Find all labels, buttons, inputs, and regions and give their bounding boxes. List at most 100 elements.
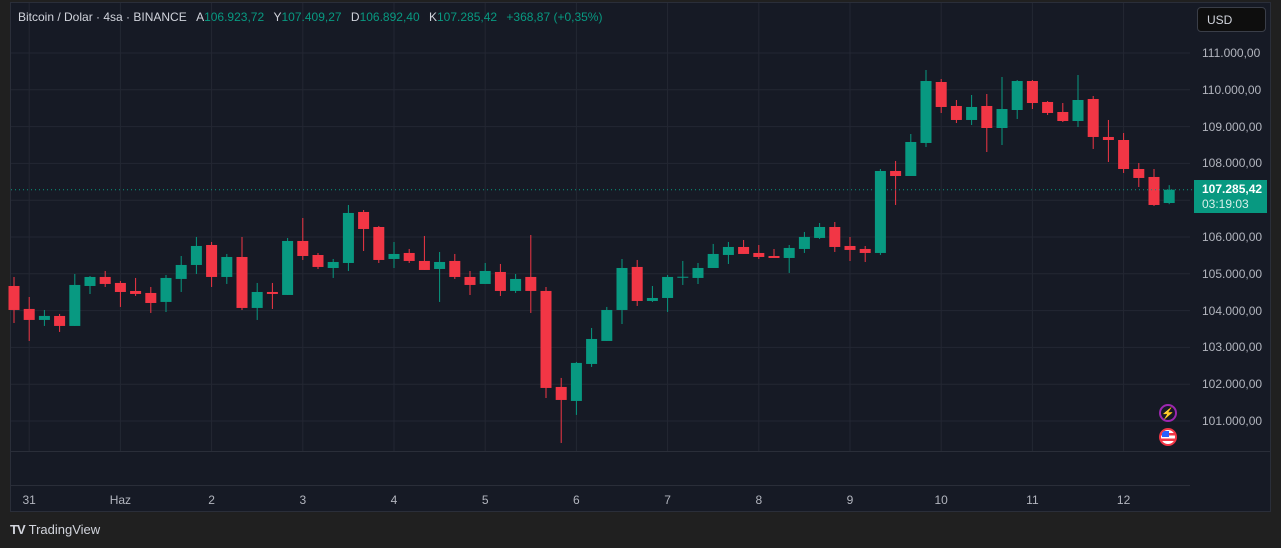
candle-body [434, 261, 446, 269]
open-label: A [196, 10, 205, 24]
candle-body [722, 246, 734, 255]
candle-body [1072, 99, 1084, 122]
current-price-label: 107.285,42 03:19:03 [1194, 180, 1267, 213]
candle-body [753, 252, 765, 257]
price-tick-label: 102.000,00 [1202, 377, 1263, 392]
candle-body [388, 253, 400, 259]
price-tick-label: 110.000,00 [1202, 82, 1262, 97]
candle-body [783, 247, 795, 258]
time-tick-label: 9 [846, 493, 854, 507]
candle-body [1057, 111, 1069, 122]
candle-body [418, 260, 430, 270]
candle-body [221, 256, 233, 277]
symbol-title[interactable]: Bitcoin / Dolar · 4sa · BINANCE [18, 10, 187, 24]
time-tick-label: 8 [755, 493, 763, 507]
candle-body [662, 276, 674, 298]
candle-body [601, 309, 613, 341]
change-value: +368,87 (+0,35%) [506, 10, 603, 24]
candle-body [327, 261, 339, 268]
candle-body [646, 297, 658, 301]
candle-body [859, 248, 871, 253]
currency-button[interactable]: USD [1197, 7, 1266, 32]
price-tick-label: 108.000,00 [1202, 156, 1263, 171]
candle-body [479, 270, 491, 284]
candle-body [920, 81, 932, 143]
candle-body [966, 106, 978, 120]
price-tick-label: 104.000,00 [1202, 303, 1263, 318]
candle-body [510, 278, 522, 291]
candle-body [464, 276, 476, 285]
candle-body [890, 170, 902, 176]
candle-body [1026, 81, 1038, 104]
time-tick-label: Haz [109, 493, 132, 507]
price-tick-label: 101.000,00 [1202, 414, 1263, 428]
candle-body [631, 266, 643, 301]
candle-body [130, 290, 142, 294]
candle-body [8, 285, 20, 310]
bar-countdown: 03:19:03 [1202, 197, 1249, 211]
candle-body [1042, 101, 1054, 113]
candle-body [768, 255, 780, 258]
candle-body [23, 308, 35, 320]
candle-body [586, 338, 598, 364]
candle-body [707, 253, 719, 268]
time-tick-label: 4 [390, 493, 398, 507]
time-tick-label: 10 [934, 493, 948, 507]
candle-body [1148, 176, 1160, 205]
close-label: K [428, 10, 437, 24]
low-label: D [350, 10, 360, 24]
candle-body [342, 212, 354, 263]
candle-body [190, 245, 202, 265]
candle-body [54, 315, 66, 326]
time-tick-label: 2 [208, 493, 215, 507]
candle-body [555, 386, 567, 400]
candle-body [540, 290, 552, 388]
price-tick-label: 109.000,00 [1202, 119, 1263, 134]
high-value: 107.409,27 [281, 10, 342, 24]
candle-body [935, 81, 947, 107]
lightning-icon[interactable]: ⚡ [1159, 404, 1177, 422]
ohlc-legend: Bitcoin / Dolar · 4sa · BINANCE A106.923… [18, 10, 602, 24]
low-value: 106.892,40 [359, 10, 420, 24]
candle-body [160, 277, 172, 302]
candle-body [175, 264, 187, 279]
candle-body [297, 240, 309, 256]
candle-body [114, 282, 126, 292]
time-tick-label: 5 [481, 493, 489, 507]
candle-body [814, 226, 826, 238]
candle-body [616, 267, 628, 310]
candle-body [798, 236, 810, 249]
candle-body [1102, 136, 1114, 140]
us-flag-icon[interactable] [1159, 428, 1177, 446]
price-tick-label: 103.000,00 [1202, 340, 1263, 355]
price-tick-label: 106.000,00 [1202, 230, 1263, 244]
close-value: 107.285,42 [437, 10, 498, 24]
candle-body [829, 226, 841, 247]
candle-body [905, 141, 917, 176]
candle-body [282, 240, 294, 295]
candle-body [570, 362, 582, 401]
chart-frame[interactable] [10, 2, 1271, 512]
candle-body [692, 267, 704, 278]
candle-body [312, 254, 324, 267]
time-tick-label: 12 [1116, 493, 1131, 507]
candle-body [844, 245, 856, 250]
high-label: Y [273, 10, 282, 24]
time-tick-label: 7 [664, 493, 671, 507]
candle-body [1163, 189, 1175, 204]
candle-body [358, 211, 370, 229]
price-tick-label: 111.000,00 [1202, 46, 1261, 60]
candle-body [494, 271, 506, 291]
candle-body [1011, 81, 1023, 111]
tradingview-logo[interactable]: TV TradingView [10, 522, 100, 537]
candle-body [38, 315, 50, 320]
tradingview-name: TradingView [28, 522, 101, 537]
candle-body [677, 276, 689, 278]
candle-body [981, 105, 993, 128]
time-tick-label: 3 [299, 493, 307, 507]
time-tick-label: 31 [22, 493, 36, 507]
candle-body [251, 291, 263, 308]
candle-body [266, 291, 278, 294]
candle-body [84, 276, 96, 286]
